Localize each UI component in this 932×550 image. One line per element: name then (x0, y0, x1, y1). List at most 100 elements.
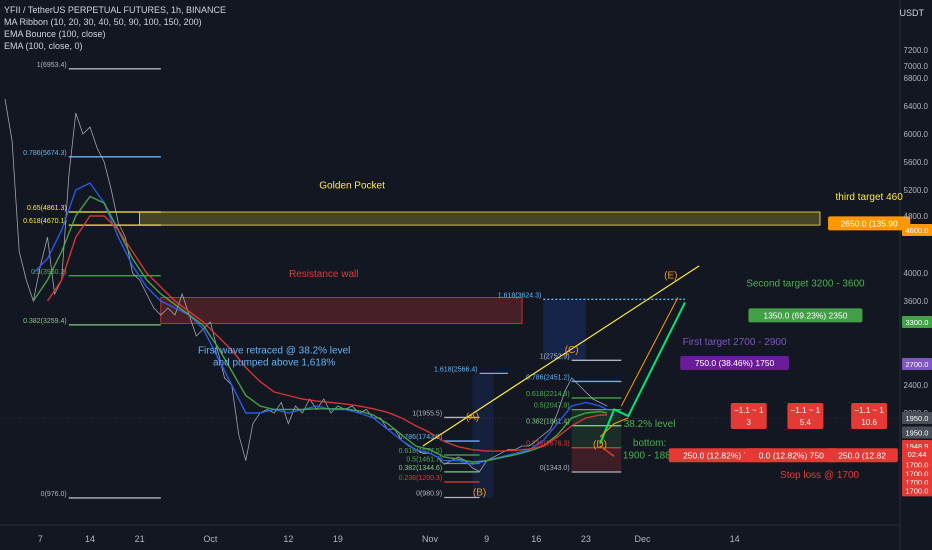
zone-1 (160, 297, 523, 324)
x-tick-label: 21 (135, 534, 145, 544)
x-tick-label: 23 (581, 534, 591, 544)
price-tag (902, 484, 932, 497)
target-box-label: 250.0 (12.82 (838, 450, 886, 460)
price-tag-label: 1950.0 (906, 414, 929, 423)
fib-level-label: 0.618(4670.1) (23, 218, 67, 225)
x-tick-label: 14 (85, 534, 95, 544)
price-tag-label: 1948.9 (906, 442, 929, 451)
wave-label: (E) (664, 271, 677, 282)
x-tick-label: Dec (634, 534, 651, 544)
fib-level-label: 0(976.0) (41, 491, 67, 498)
price-tag-label: 1700.0 (906, 478, 929, 487)
fib-level-label: 0.5(3960.3) (31, 269, 67, 276)
target-box-label: 750.0 (38.46%) 1750 (695, 358, 775, 368)
price-tag (902, 412, 932, 424)
target-box (826, 448, 898, 463)
series-line-1 (32, 182, 608, 466)
y-tick-label: 4000.0 (904, 269, 929, 278)
wave-label: (D) (593, 439, 607, 450)
fib-level-label: 0.618(2214.3) (526, 391, 570, 398)
y-tick-label: 6000.0 (904, 130, 929, 139)
indicator-ema-bounce[interactable]: EMA Bounce (100, close) (4, 29, 106, 39)
ratio-box-line2: 5.4 (800, 418, 812, 427)
price-tag-label: 3300.0 (906, 318, 929, 327)
y-tick-label: 6400.0 (904, 102, 929, 111)
projection-path-0 (599, 301, 686, 445)
fib-level-label: 0.5(1461.7) (406, 456, 442, 463)
fib-level-label: 0.236(1676.3) (526, 441, 570, 448)
projection-path-1 (599, 417, 629, 438)
price-tag (902, 426, 932, 439)
x-tick-label: Nov (422, 534, 439, 544)
y-tick-label: 3600.0 (904, 297, 929, 306)
projection-path-3 (599, 445, 615, 457)
chart-legend: YFII / TetherUS PERPETUAL FUTURES, 1h, B… (4, 4, 226, 52)
x-tick-label: 19 (333, 534, 343, 544)
target-box (680, 356, 789, 370)
price-tag-label: 1950.0 (906, 429, 929, 438)
ratio-box (851, 403, 888, 429)
x-tick-label: 14 (730, 534, 740, 544)
symbol-title[interactable]: YFII / TetherUS PERPETUAL FUTURES, 1h, B… (4, 5, 227, 15)
target-box (744, 448, 838, 463)
fib-level-label: 0.786(2451.2) (526, 374, 570, 381)
series-line-2 (32, 195, 608, 463)
ratio-box-line1: −1.1 ~ 1 (791, 406, 821, 415)
y-tick-label: 7200.0 (904, 46, 929, 55)
price-tag (902, 448, 932, 461)
target-box-label: 250.0 (12.82%) 750 (683, 450, 758, 460)
annotation-text: bottom: (633, 438, 666, 449)
price-tag-label: 1700.0 (906, 469, 929, 478)
annotation-text: third target 460 (836, 192, 904, 203)
y-tick-label: 5200.0 (904, 186, 929, 195)
annotation-text: First target 2700 - 2900 (683, 337, 787, 348)
trendline (422, 265, 700, 447)
x-tick-label: Oct (203, 534, 218, 544)
target-box (828, 216, 911, 231)
currency-label: USDT (899, 8, 925, 18)
fib-level-label: 0.382(1881.4) (526, 419, 570, 426)
target-box-label: 0.0 (12.82%) 750 (759, 450, 824, 460)
series-line-3 (46, 215, 608, 452)
price-tag-label: 2700.0 (906, 360, 929, 369)
ratio-box-line2: 10.6 (861, 418, 877, 427)
ratio-box (787, 403, 824, 429)
fib-level-label: 0.786(5674.3) (23, 150, 67, 157)
fib-box-ext (472, 373, 494, 498)
price-tag-label: 4600.0 (906, 226, 929, 235)
annotation-text: Resistance wall (289, 269, 358, 280)
fib-level-label: 1(1955.5) (412, 410, 442, 417)
ratio-box-line2: 3 (747, 418, 752, 427)
fib-level-label: 1.618(3624.3) (498, 292, 542, 299)
ratio-box-line1: −1.1 ~ 1 (854, 406, 884, 415)
fib-level-label: 1(6953.4) (37, 62, 67, 69)
wave-label: (A) (466, 412, 479, 423)
annotation-text: Second target 3200 - 3600 (746, 278, 865, 289)
price-tag-label: 02:44 (908, 450, 927, 459)
y-tick-label: 6800.0 (904, 74, 929, 83)
annotation-text: Stop loss @ 1700 (780, 470, 860, 481)
indicator-ema[interactable]: EMA (100, close, 0) (4, 41, 83, 51)
fib-level-label: 0.236(1200.3) (399, 475, 443, 482)
price-tag (902, 316, 932, 328)
annotation-text: 1900 - 1880 (623, 450, 677, 461)
indicator-ma-ribbon[interactable]: MA Ribbon (10, 20, 30, 40, 50, 90, 100, … (4, 17, 202, 27)
fib-level-label: 0(980.9) (416, 491, 442, 498)
target-box-label: 1350.0 (69.23%) 2350 (763, 310, 847, 320)
projection-path-2 (620, 297, 679, 407)
target-box (748, 308, 863, 323)
price-tag (902, 224, 932, 236)
fib-level-label: 0.65(4861.3) (27, 205, 67, 212)
price-tag-label: 1700.0 (906, 460, 929, 469)
annotation-text: 38.2% level (624, 419, 676, 430)
price-tag-label: 1700.0 (906, 486, 929, 495)
y-tick-label: 4800.0 (904, 212, 929, 221)
ratio-box-line1: −1.1 ~ 1 (734, 406, 764, 415)
annotation-text: Golden Pocket (319, 181, 385, 192)
annotation-text: First wave retraced @ 38.2% level (198, 346, 350, 357)
fib-level-label: 1.618(2566.4) (434, 366, 478, 373)
x-tick-label: 9 (484, 534, 489, 544)
ratio-box (730, 403, 767, 429)
zone-0 (139, 211, 821, 226)
